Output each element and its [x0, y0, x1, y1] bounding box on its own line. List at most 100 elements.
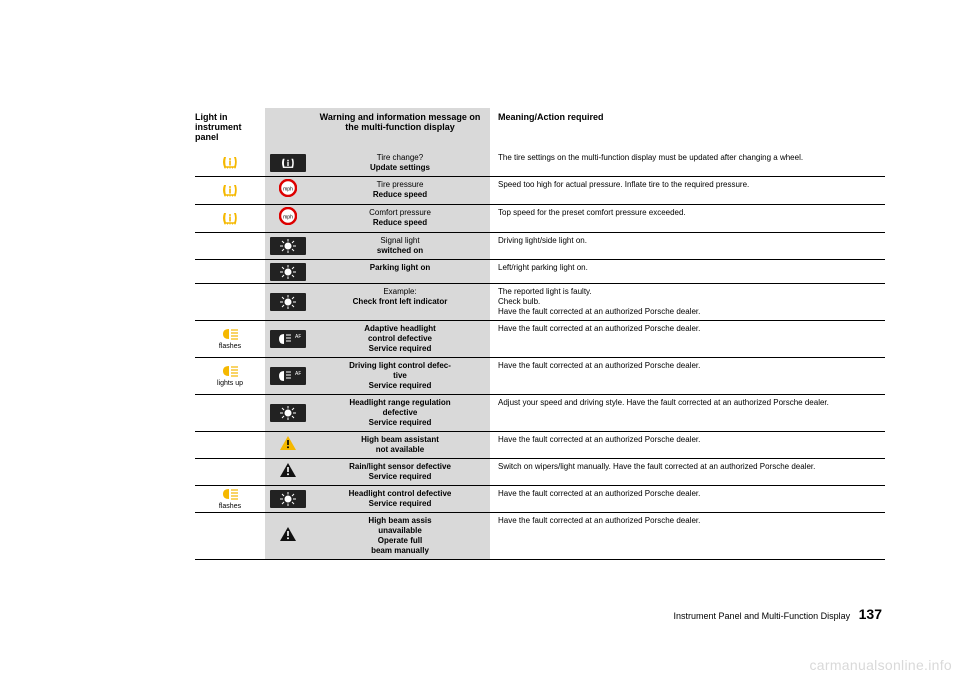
footer-text: Instrument Panel and Multi-Function Disp… [674, 611, 851, 621]
message-bold: Reduce speed [316, 190, 484, 200]
meaning-cell: Top speed for the preset comfort pressur… [490, 205, 885, 232]
icon-cell [265, 150, 310, 176]
afs-dark-icon: AFS [270, 330, 306, 348]
message-cell: High beam assisunavailableOperate fullbe… [310, 513, 490, 559]
panel-sublabel: lights up [217, 380, 243, 387]
table-header: Light in instrument panel Warning and in… [195, 108, 885, 150]
header-panel: Light in instrument panel [195, 108, 265, 150]
meaning-cell: The tire settings on the multi-function … [490, 150, 885, 176]
header-meaning: Meaning/Action required [490, 108, 885, 150]
message-cell: Tire pressureReduce speed [310, 177, 490, 204]
afs-dark-icon: AFS [270, 367, 306, 385]
meaning-cell: Have the fault corrected at an authorize… [490, 513, 885, 559]
message-bold: Parking light on [316, 263, 484, 273]
icon-cell: AFS [265, 321, 310, 357]
panel-cell [195, 459, 265, 485]
panel-cell [195, 260, 265, 283]
icon-cell: AFS [265, 358, 310, 394]
message-bold: Adaptive headlightcontrol defectiveServi… [316, 324, 484, 354]
header-msg: Warning and information message on the m… [310, 108, 490, 150]
message-bold: Update settings [316, 163, 484, 173]
meaning-cell: Driving light/side light on. [490, 233, 885, 259]
bulb-dark-icon [270, 293, 306, 311]
message-cell: Adaptive headlightcontrol defectiveServi… [310, 321, 490, 357]
message-norm: Signal light [316, 236, 484, 246]
meaning-cell: Have the fault corrected at an authorize… [490, 358, 885, 394]
headlight-yellow-icon [220, 488, 240, 502]
tri-black-icon [279, 526, 297, 547]
icon-cell [265, 284, 310, 320]
message-cell: Comfort pressureReduce speed [310, 205, 490, 232]
panel-cell [195, 395, 265, 431]
meaning-cell: Have the fault corrected at an authorize… [490, 321, 885, 357]
message-norm: Tire change? [316, 153, 484, 163]
icon-cell [265, 432, 310, 458]
icon-cell [265, 459, 310, 485]
speed-red-icon: mph [279, 207, 297, 230]
icon-cell [265, 395, 310, 431]
panel-cell: flashes [195, 321, 265, 357]
message-bold: Rain/light sensor defectiveService requi… [316, 462, 484, 482]
meaning-cell: Have the fault corrected at an authorize… [490, 486, 885, 512]
meaning-cell: Have the fault corrected at an authorize… [490, 432, 885, 458]
message-bold: Reduce speed [316, 218, 484, 228]
tire-yellow-icon [221, 211, 239, 227]
panel-cell [195, 177, 265, 204]
message-bold: Driving light control defec-tiveService … [316, 361, 484, 391]
tri-yellow-icon [279, 435, 297, 456]
tri-black-icon [279, 462, 297, 483]
message-cell: Headlight control defectiveService requi… [310, 486, 490, 512]
tire-dark-icon [270, 154, 306, 172]
bulb-dark-icon [270, 263, 306, 281]
table-row: Headlight range regulationdefectiveServi… [195, 395, 885, 432]
table-row: Signal lightswitched onDriving light/sid… [195, 233, 885, 260]
icon-cell [265, 260, 310, 283]
message-cell: Example:Check front left indicator [310, 284, 490, 320]
table-row: flashes AFS Adaptive headlightcontrol defe… [195, 321, 885, 358]
watermark: carmanualsonline.info [810, 657, 953, 673]
message-cell: High beam assistantnot available [310, 432, 490, 458]
table-row: flashes Headlight control defectiveServic… [195, 486, 885, 513]
meaning-cell: Left/right parking light on. [490, 260, 885, 283]
panel-cell: flashes [195, 486, 265, 512]
icon-cell: mph [265, 205, 310, 232]
icon-cell [265, 233, 310, 259]
svg-text:mph: mph [283, 215, 293, 221]
headlight-yellow-icon [220, 328, 240, 342]
tire-yellow-icon [221, 155, 239, 171]
headlight-yellow-icon [220, 365, 240, 379]
table-row: Rain/light sensor defectiveService requi… [195, 459, 885, 486]
table-row: Example:Check front left indicatorThe re… [195, 284, 885, 321]
icon-cell [265, 513, 310, 559]
svg-text:mph: mph [283, 187, 293, 193]
panel-cell [195, 205, 265, 232]
table-row: mphComfort pressureReduce speedTop speed… [195, 205, 885, 233]
message-norm: Example: [316, 287, 484, 297]
panel-sublabel: flashes [219, 343, 241, 350]
bulb-dark-icon [270, 404, 306, 422]
message-norm: Comfort pressure [316, 208, 484, 218]
table-row: mphTire pressureReduce speedSpeed too hi… [195, 177, 885, 205]
table-row: Tire change?Update settingsThe tire sett… [195, 150, 885, 177]
panel-cell [195, 233, 265, 259]
meaning-cell: Adjust your speed and driving style. Hav… [490, 395, 885, 431]
panel-cell [195, 432, 265, 458]
panel-sublabel: flashes [219, 503, 241, 510]
bulb-dark-icon [270, 490, 306, 508]
icon-cell [265, 486, 310, 512]
message-bold: Headlight control defectiveService requi… [316, 489, 484, 509]
svg-text:AFS: AFS [295, 371, 301, 377]
page-number: 137 [859, 606, 882, 622]
message-bold: High beam assisunavailableOperate fullbe… [316, 516, 484, 556]
table-row: High beam assisunavailableOperate fullbe… [195, 513, 885, 560]
message-norm: Tire pressure [316, 180, 484, 190]
table-row: Parking light on Left/right parking light… [195, 260, 885, 284]
message-cell: Driving light control defec-tiveService … [310, 358, 490, 394]
warning-table: Light in instrument panel Warning and in… [195, 108, 885, 560]
message-cell: Tire change?Update settings [310, 150, 490, 176]
icon-cell: mph [265, 177, 310, 204]
message-cell: Rain/light sensor defectiveService requi… [310, 459, 490, 485]
message-bold: Check front left indicator [316, 297, 484, 307]
message-cell: Headlight range regulationdefectiveServi… [310, 395, 490, 431]
header-icon-spacer [265, 108, 310, 150]
